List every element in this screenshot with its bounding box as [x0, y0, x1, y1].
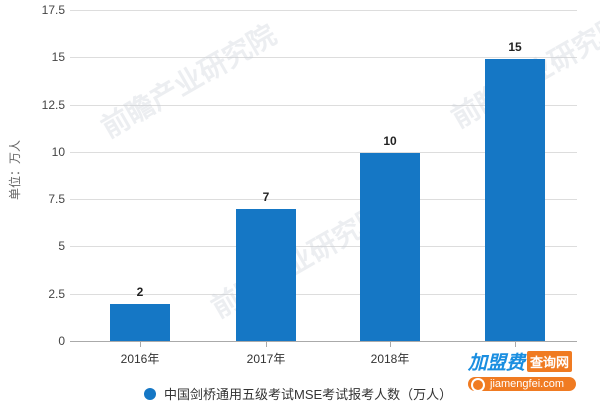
y-tick-label: 15	[51, 50, 65, 64]
x-tick-label: 2018年	[370, 352, 410, 366]
bar-2016[interactable]	[110, 304, 170, 341]
y-tick-label: 2.5	[48, 287, 65, 301]
y-tick-label: 12.5	[41, 98, 65, 112]
bar-2018[interactable]	[360, 153, 420, 341]
gridline	[70, 246, 577, 247]
gridline	[70, 294, 577, 295]
y-tick-label: 17.5	[41, 3, 65, 17]
y-tick-label: 5	[58, 239, 65, 253]
x-tick	[390, 342, 391, 347]
y-tick-label: 10	[51, 145, 65, 159]
y-tick-label: 7.5	[48, 192, 65, 206]
y-tick-label: 0	[58, 334, 65, 348]
legend-marker-icon	[144, 387, 156, 400]
bar-2019[interactable]	[485, 59, 545, 341]
gridline	[70, 57, 577, 58]
x-axis-line	[70, 341, 577, 342]
bar-2017[interactable]	[236, 209, 296, 341]
gridline	[70, 152, 577, 153]
logo-url: jiamengfei.com	[490, 378, 564, 390]
x-tick	[266, 342, 267, 347]
logo-text: 加盟费	[468, 353, 526, 374]
bar-value-label: 15	[508, 40, 522, 54]
gridline	[70, 105, 577, 106]
x-tick-label: 2017年	[246, 352, 286, 366]
x-tick	[515, 342, 516, 347]
legend[interactable]: 中国剑桥通用五级考试MSE考试报考人数（万人）	[144, 384, 452, 403]
magnifier-icon	[471, 378, 485, 392]
x-tick-label: 2016年	[120, 352, 160, 366]
y-axis-label: 单位：万人	[8, 140, 22, 201]
watermark-logo: 加盟费 查询网 jiamengfei.com	[468, 348, 588, 398]
bar-value-label: 10	[383, 134, 397, 148]
logo-badge: 查询网	[527, 351, 573, 372]
watermark-text: 前瞻产业研究院	[96, 18, 282, 144]
gridline	[70, 199, 577, 200]
gridline	[70, 10, 577, 11]
bar-value-label: 2	[136, 285, 144, 299]
bar-value-label: 7	[262, 190, 270, 204]
x-tick	[140, 342, 141, 347]
legend-label: 中国剑桥通用五级考试MSE考试报考人数（万人）	[164, 387, 453, 402]
